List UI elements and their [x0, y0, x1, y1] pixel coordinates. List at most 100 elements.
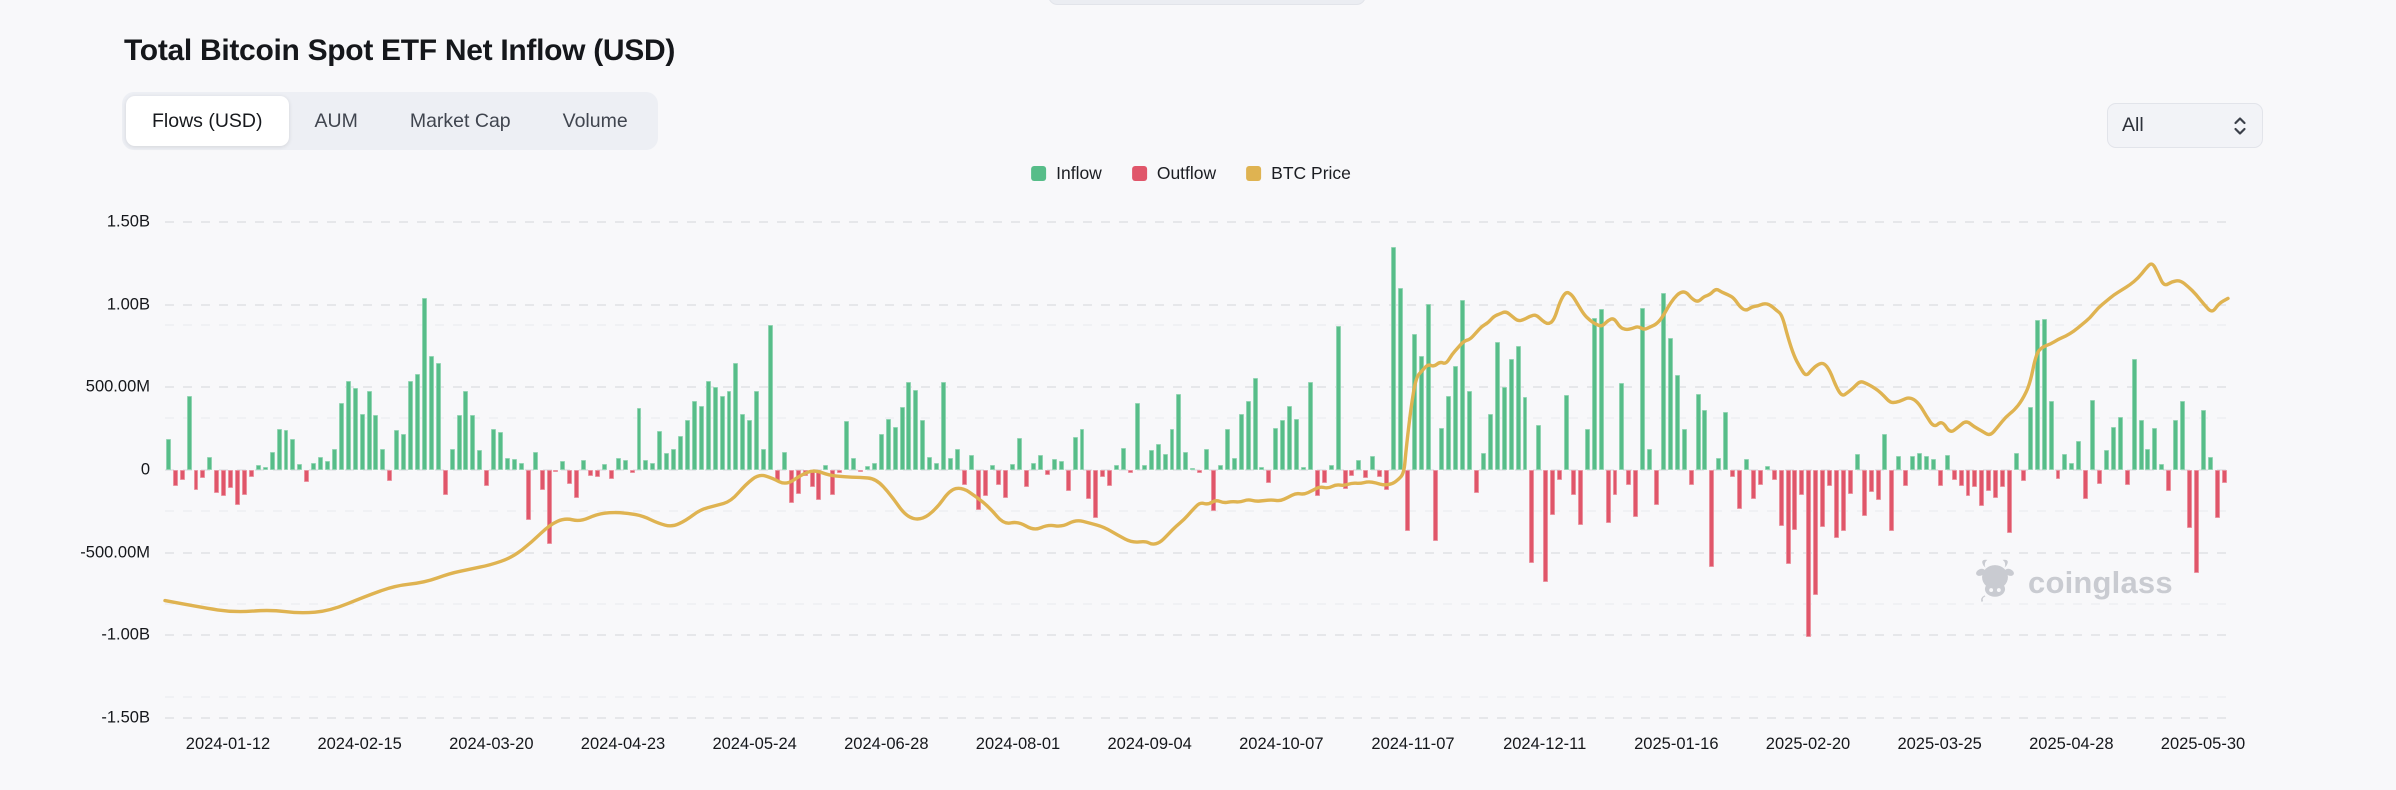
inflow-bar: [380, 449, 386, 470]
bar-slot: [1972, 222, 1979, 718]
inflow-bar: [1744, 459, 1749, 470]
range-select-value: All: [2122, 114, 2144, 136]
legend-item-btc-price[interactable]: BTC Price: [1246, 163, 1351, 184]
bar-slot: [241, 222, 248, 718]
bar-slot: [1065, 222, 1072, 718]
inflow-bar: [671, 448, 677, 470]
x-tick-label: 2025-02-20: [1765, 735, 1851, 753]
range-select[interactable]: All: [2107, 103, 2263, 148]
legend-item-outflow[interactable]: Outflow: [1131, 163, 1216, 184]
bar-slot: [719, 222, 726, 718]
inflow-bar: [1356, 460, 1362, 470]
bar-slot: [684, 222, 691, 718]
inflow-bar: [1294, 418, 1300, 470]
bar-slot: [1674, 222, 1681, 718]
bar-slot: [615, 222, 622, 718]
bar-slot: [656, 222, 663, 718]
outflow-bar: [1605, 470, 1611, 523]
inflow-bar: [325, 460, 330, 470]
outflow-bar: [1377, 470, 1383, 478]
bar-slot: [2006, 222, 2013, 718]
gridline-minor: [165, 510, 2230, 512]
tab-volume[interactable]: Volume: [562, 109, 628, 132]
inflow-bar: [871, 462, 877, 470]
bar-slot: [421, 222, 428, 718]
gridline-minor: [165, 417, 2230, 419]
inflow-bar: [1114, 465, 1120, 470]
bar-slot: [1404, 222, 1411, 718]
bar-slot: [753, 222, 760, 718]
bar-slot: [2096, 222, 2103, 718]
inflow-bar: [1397, 288, 1403, 470]
y-tick-label: -1.00B: [101, 625, 150, 644]
x-tick-label: 2024-02-15: [317, 735, 402, 753]
outflow-bar: [214, 470, 220, 494]
bar-slot: [1792, 222, 1799, 718]
bar-slot: [1238, 222, 1245, 718]
tab-aum[interactable]: AUM: [314, 109, 358, 132]
bar-slot: [1916, 222, 1923, 718]
top-sheet-edge: [1048, 0, 1366, 5]
inflow-bar: [622, 460, 628, 470]
outflow-bar: [1771, 470, 1777, 480]
outflow-bar: [1432, 470, 1438, 542]
inflow-bar: [2041, 318, 2047, 470]
inflow-bar: [927, 456, 933, 470]
bar-slot: [1210, 222, 1217, 718]
x-tick-label: 2024-01-12: [185, 735, 271, 753]
outflow-bar: [567, 470, 573, 485]
inflow-bar: [2131, 359, 2137, 470]
outflow-bar: [1993, 470, 1999, 499]
inflow-bar: [1031, 463, 1037, 470]
legend-item-inflow[interactable]: Inflow: [1031, 163, 1102, 184]
outflow-bar: [2097, 470, 2102, 485]
inflow-bar: [2076, 441, 2082, 470]
bar-slot: [1570, 222, 1577, 718]
x-axis: 2024-01-12 2024-02-15 2024-03-20 2024-04-23…: [0, 735, 2396, 759]
bar-slot: [497, 222, 504, 718]
outflow-bar: [2055, 470, 2061, 480]
bar-slot: [1688, 222, 1695, 718]
bar-slot: [1224, 222, 1231, 718]
bar-slot: [220, 222, 227, 718]
inflow-bar: [2152, 427, 2158, 470]
inflow-bar: [1660, 293, 1666, 470]
bar-slot: [650, 222, 657, 718]
bar-slot: [400, 222, 407, 718]
bar-slot: [2152, 222, 2159, 718]
bar-slot: [1861, 222, 1868, 718]
bar-slot: [1273, 222, 1280, 718]
bar-slot: [1847, 222, 1854, 718]
bar-slot: [518, 222, 525, 718]
inflow-bar: [1141, 465, 1147, 470]
inflow-bar: [2090, 399, 2096, 470]
outflow-bar: [1321, 470, 1327, 484]
outflow-bar: [1951, 470, 1957, 480]
bar-slot: [691, 222, 698, 718]
inflow-bar: [477, 450, 483, 470]
inflow-bar: [1051, 459, 1057, 470]
bar-slot: [352, 222, 359, 718]
bar-slot: [227, 222, 234, 718]
outflow-bar: [1868, 470, 1874, 493]
inflow-bar: [740, 413, 746, 470]
bar-slot: [560, 222, 567, 718]
outflow-bar: [1127, 470, 1133, 474]
tab-flows-usd[interactable]: Flows (USD): [126, 96, 289, 146]
inflow-bar: [2173, 419, 2179, 470]
outflow-bar: [1875, 470, 1881, 500]
outflow-bar: [546, 470, 552, 545]
bar-slot: [2055, 222, 2062, 718]
tab-market-cap[interactable]: Market Cap: [409, 109, 511, 132]
inflow-bar: [2034, 319, 2040, 470]
inflow-bar: [650, 462, 656, 470]
bar-slot: [2075, 222, 2082, 718]
bar-slot: [954, 222, 961, 718]
inflow-bar: [352, 388, 358, 470]
bar-slot: [1300, 222, 1307, 718]
inflow-bar: [1508, 359, 1514, 470]
flows-chart-plot[interactable]: [163, 221, 2230, 719]
inflow-bar: [1584, 428, 1590, 470]
bar-slot: [643, 222, 650, 718]
x-tick-label: 2024-06-28: [844, 735, 929, 753]
